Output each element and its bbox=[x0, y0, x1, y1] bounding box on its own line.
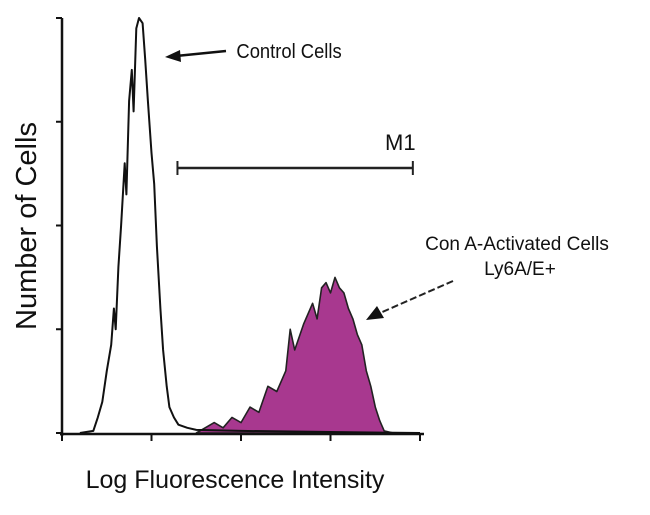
series-activated-cells-area bbox=[195, 276, 395, 434]
activated-arrow-head bbox=[366, 306, 384, 320]
m1-label: M1 bbox=[385, 130, 416, 155]
axis-ticks bbox=[56, 17, 421, 441]
y-axis-label: Number of Cells bbox=[11, 122, 43, 330]
series-layer bbox=[79, 17, 421, 434]
series-control-cells-line bbox=[79, 17, 421, 434]
control-arrow-head bbox=[165, 50, 181, 62]
control-arrow-shaft bbox=[175, 49, 227, 58]
activated-arrow-shaft bbox=[379, 280, 454, 314]
m1-marker bbox=[176, 161, 414, 175]
x-axis-label: Log Fluorescence Intensity bbox=[86, 466, 385, 494]
activated-label-line2: Ly6A/E+ bbox=[484, 259, 556, 280]
control-cells-label: Control Cells bbox=[236, 41, 341, 63]
activated-label-line1: Con A-Activated Cells bbox=[425, 234, 609, 255]
